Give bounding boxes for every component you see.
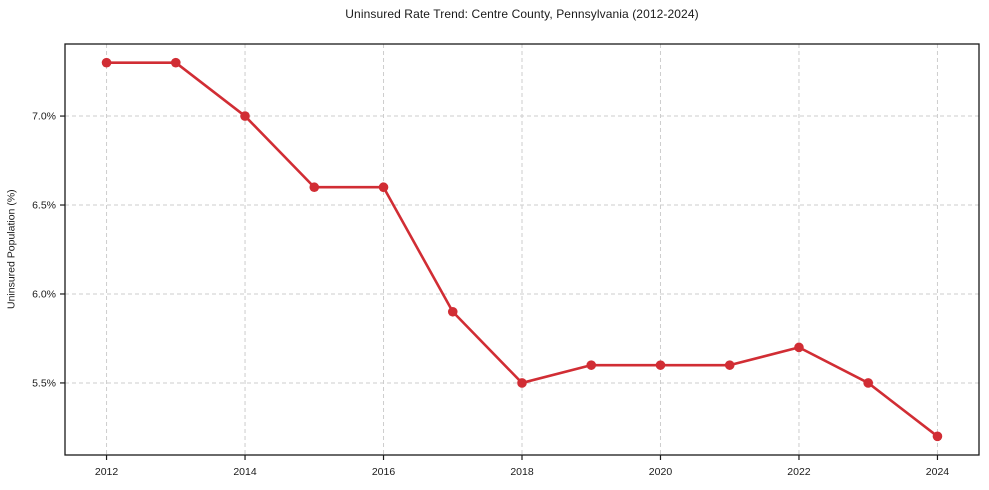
x-tick-label: 2022 bbox=[787, 466, 811, 478]
data-point-marker bbox=[309, 182, 320, 193]
data-point-marker bbox=[863, 378, 874, 388]
data-point-marker bbox=[170, 57, 181, 68]
y-tick-label: 6.5% bbox=[32, 200, 56, 212]
x-tick-label: 2012 bbox=[95, 466, 119, 478]
data-point-marker bbox=[517, 378, 527, 388]
data-point-marker bbox=[101, 57, 112, 68]
data-point-marker bbox=[586, 360, 597, 370]
data-point-marker bbox=[932, 431, 943, 442]
y-tick-label: 7.0% bbox=[32, 111, 56, 123]
x-tick-label: 2018 bbox=[510, 466, 534, 478]
y-tick-label: 5.5% bbox=[32, 377, 56, 389]
x-tick-label: 2020 bbox=[649, 466, 673, 478]
data-point-marker bbox=[447, 306, 458, 317]
x-tick-label: 2014 bbox=[233, 466, 257, 478]
data-point-marker bbox=[378, 182, 389, 193]
data-point-marker bbox=[794, 342, 804, 353]
y-tick-label: 6.0% bbox=[32, 288, 56, 300]
x-tick-label: 2016 bbox=[372, 466, 396, 478]
data-point-marker bbox=[655, 360, 666, 370]
chart-title: Uninsured Rate Trend: Centre County, Pen… bbox=[345, 7, 699, 21]
data-point-marker bbox=[724, 360, 735, 370]
x-tick-label: 2024 bbox=[926, 466, 950, 478]
data-point-marker bbox=[240, 111, 250, 121]
